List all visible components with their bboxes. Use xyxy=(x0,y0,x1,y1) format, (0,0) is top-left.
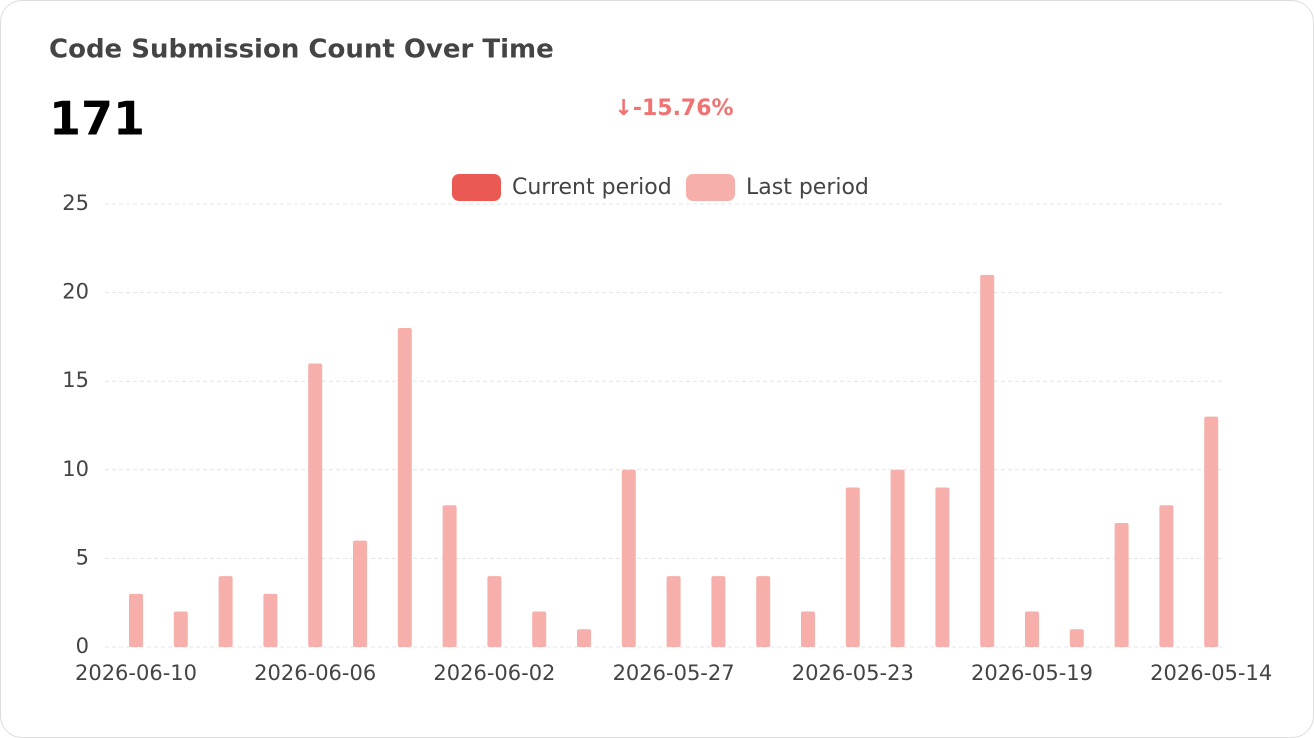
bar xyxy=(577,629,591,647)
chart-title: Code Submission Count Over Time xyxy=(49,35,554,65)
bar xyxy=(1204,416,1219,647)
legend-label: Last period xyxy=(746,175,869,200)
y-tick-label: 10 xyxy=(62,457,89,481)
x-tick-label: 2026-05-19 xyxy=(971,661,1093,685)
bar xyxy=(1069,629,1084,647)
bar xyxy=(621,469,636,647)
y-tick-label: 5 xyxy=(76,545,89,569)
bar xyxy=(890,469,905,647)
legend: Current period Last period xyxy=(452,174,869,201)
bar xyxy=(666,576,681,647)
bar xyxy=(980,274,995,647)
total: 171 xyxy=(49,92,145,146)
bar xyxy=(935,487,950,647)
y-tick-label: 15 xyxy=(62,368,89,392)
legend-swatch xyxy=(686,174,735,201)
legend-swatch xyxy=(452,174,501,201)
bar xyxy=(1025,611,1039,647)
x-tick-label: 2026-05-14 xyxy=(1150,661,1272,685)
bar xyxy=(1159,505,1174,647)
bar xyxy=(711,576,726,647)
bar xyxy=(173,611,188,647)
bar xyxy=(218,576,233,647)
y-tick-label: 25 xyxy=(62,191,89,215)
bar xyxy=(263,593,278,647)
bar xyxy=(532,611,547,647)
bar xyxy=(801,611,815,647)
bar xyxy=(756,576,771,647)
x-tick-label: 2026-06-06 xyxy=(254,661,376,685)
change: ↓-15.76% xyxy=(614,96,733,121)
bar xyxy=(129,593,143,647)
x-tick-label: 2026-06-10 xyxy=(75,661,197,685)
y-tick-label: 20 xyxy=(62,280,89,304)
bar xyxy=(1114,522,1129,647)
bar xyxy=(353,540,367,647)
bar xyxy=(397,328,412,647)
x-tick-label: 2026-05-23 xyxy=(792,661,914,685)
bar xyxy=(442,505,457,647)
bar xyxy=(487,576,502,647)
legend-label: Current period xyxy=(512,175,672,200)
x-tick-label: 2026-05-27 xyxy=(613,661,735,685)
bar xyxy=(845,487,860,647)
x-tick-label: 2026-06-02 xyxy=(433,661,555,685)
y-tick-label: 0 xyxy=(76,634,89,658)
bar xyxy=(308,363,323,647)
